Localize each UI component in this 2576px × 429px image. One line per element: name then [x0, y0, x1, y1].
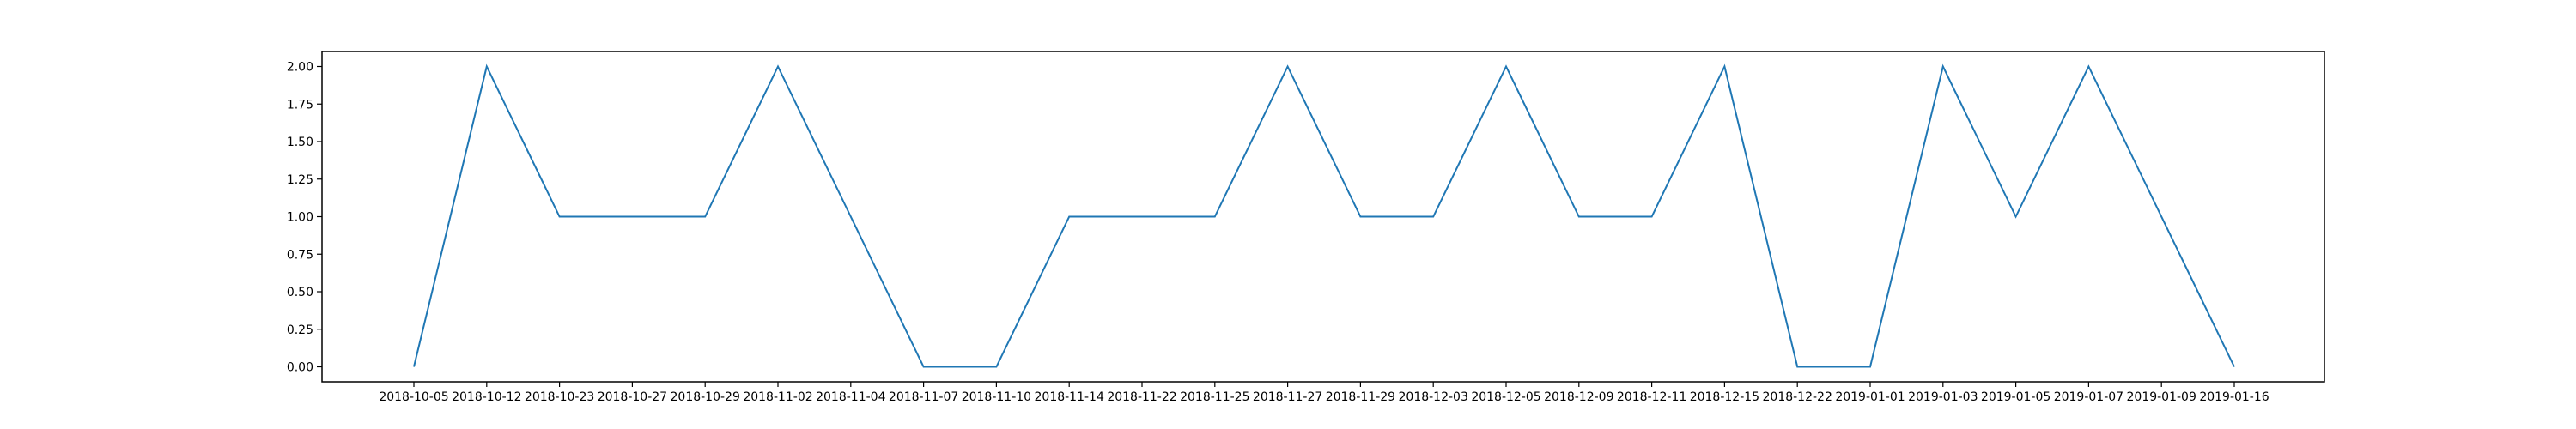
y-tick-label: 0.25	[287, 323, 313, 337]
x-tick-label: 2018-12-11	[1617, 390, 1686, 404]
x-tick-label: 2018-11-02	[743, 390, 812, 404]
x-tick-label: 2018-11-25	[1180, 390, 1249, 404]
y-tick-label: 0.50	[287, 286, 313, 299]
y-tick-label: 1.50	[287, 136, 313, 149]
x-tick-label: 2018-11-07	[889, 390, 958, 404]
x-tick-label: 2019-01-09	[2127, 390, 2196, 404]
x-tick-label: 2018-11-04	[816, 390, 885, 404]
x-tick-label: 2018-10-05	[379, 390, 448, 404]
x-tick-label: 2018-12-03	[1399, 390, 1468, 404]
y-axis: 0.00 0.25 0.50 0.75 1.00 1.25 1.50 1.75 2.00	[287, 61, 322, 375]
x-tick-label: 2018-11-14	[1035, 390, 1104, 404]
y-tick-label: 1.25	[287, 173, 313, 187]
plot-frame	[321, 51, 2325, 383]
x-tick-label: 2019-01-16	[2199, 390, 2269, 404]
x-tick-label: 2018-10-29	[671, 390, 740, 404]
x-tick-label: 2018-10-23	[525, 390, 594, 404]
x-tick-label: 2019-01-01	[1835, 390, 1905, 404]
x-tick-label: 2018-12-22	[1763, 390, 1832, 404]
y-tick-label: 0.00	[287, 361, 313, 375]
x-tick-label: 2018-11-22	[1107, 390, 1176, 404]
x-tick-label: 2019-01-07	[2054, 390, 2123, 404]
x-tick-label: 2018-10-27	[598, 390, 667, 404]
x-tick-label: 2018-10-12	[452, 390, 521, 404]
x-tick-label: 2018-12-05	[1471, 390, 1540, 404]
y-tick-label: 0.75	[287, 248, 313, 262]
x-tick-label: 2019-01-05	[1981, 390, 2050, 404]
x-tick-label: 2018-11-29	[1326, 390, 1395, 404]
x-tick-label: 2018-12-15	[1690, 390, 1759, 404]
y-tick-label: 1.75	[287, 98, 313, 112]
y-tick-label: 2.00	[287, 61, 313, 75]
y-tick-label: 1.00	[287, 211, 313, 225]
x-tick-label: 2018-11-10	[962, 390, 1031, 404]
series-line	[413, 63, 2235, 368]
x-tick-label: 2018-12-09	[1544, 390, 1613, 404]
x-tick-label: 2019-01-03	[1908, 390, 1978, 404]
x-tick-label: 2018-11-27	[1253, 390, 1322, 404]
x-axis: 2018-10-05 2018-10-12 2018-10-23 2018-10-27…	[379, 382, 2269, 404]
